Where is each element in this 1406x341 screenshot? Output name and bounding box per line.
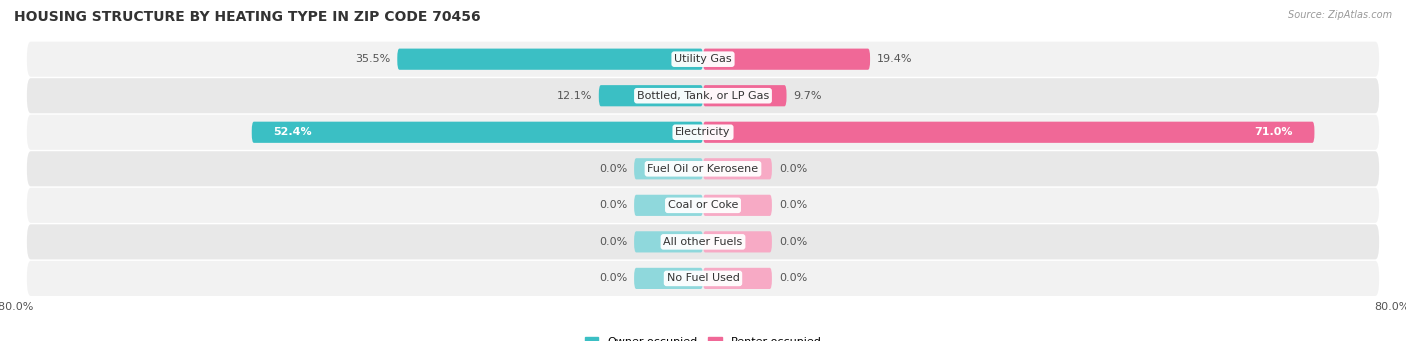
Text: 19.4%: 19.4% <box>877 54 912 64</box>
Text: 0.0%: 0.0% <box>599 164 627 174</box>
Text: 0.0%: 0.0% <box>779 164 807 174</box>
Text: Coal or Coke: Coal or Coke <box>668 200 738 210</box>
Text: 9.7%: 9.7% <box>793 91 823 101</box>
Text: 52.4%: 52.4% <box>273 127 312 137</box>
FancyBboxPatch shape <box>27 188 1379 223</box>
FancyBboxPatch shape <box>27 151 1379 186</box>
FancyBboxPatch shape <box>27 78 1379 113</box>
FancyBboxPatch shape <box>703 49 870 70</box>
Text: Electricity: Electricity <box>675 127 731 137</box>
FancyBboxPatch shape <box>27 42 1379 77</box>
FancyBboxPatch shape <box>703 122 1315 143</box>
Text: Fuel Oil or Kerosene: Fuel Oil or Kerosene <box>647 164 759 174</box>
FancyBboxPatch shape <box>27 224 1379 260</box>
FancyBboxPatch shape <box>703 231 772 252</box>
Text: 0.0%: 0.0% <box>599 273 627 283</box>
FancyBboxPatch shape <box>634 231 703 252</box>
Text: 0.0%: 0.0% <box>779 237 807 247</box>
Text: Source: ZipAtlas.com: Source: ZipAtlas.com <box>1288 10 1392 20</box>
Text: 71.0%: 71.0% <box>1254 127 1294 137</box>
Text: 12.1%: 12.1% <box>557 91 592 101</box>
Text: HOUSING STRUCTURE BY HEATING TYPE IN ZIP CODE 70456: HOUSING STRUCTURE BY HEATING TYPE IN ZIP… <box>14 10 481 24</box>
Text: 0.0%: 0.0% <box>779 200 807 210</box>
FancyBboxPatch shape <box>703 268 772 289</box>
FancyBboxPatch shape <box>634 195 703 216</box>
Text: 0.0%: 0.0% <box>599 200 627 210</box>
Text: No Fuel Used: No Fuel Used <box>666 273 740 283</box>
Legend: Owner-occupied, Renter-occupied: Owner-occupied, Renter-occupied <box>585 337 821 341</box>
Text: All other Fuels: All other Fuels <box>664 237 742 247</box>
Text: Utility Gas: Utility Gas <box>675 54 731 64</box>
Text: 0.0%: 0.0% <box>599 237 627 247</box>
Text: 0.0%: 0.0% <box>779 273 807 283</box>
FancyBboxPatch shape <box>252 122 703 143</box>
FancyBboxPatch shape <box>703 85 786 106</box>
Text: Bottled, Tank, or LP Gas: Bottled, Tank, or LP Gas <box>637 91 769 101</box>
FancyBboxPatch shape <box>634 158 703 179</box>
FancyBboxPatch shape <box>27 261 1379 296</box>
FancyBboxPatch shape <box>599 85 703 106</box>
FancyBboxPatch shape <box>634 268 703 289</box>
FancyBboxPatch shape <box>398 49 703 70</box>
FancyBboxPatch shape <box>27 115 1379 150</box>
FancyBboxPatch shape <box>703 158 772 179</box>
Text: 35.5%: 35.5% <box>356 54 391 64</box>
FancyBboxPatch shape <box>703 195 772 216</box>
